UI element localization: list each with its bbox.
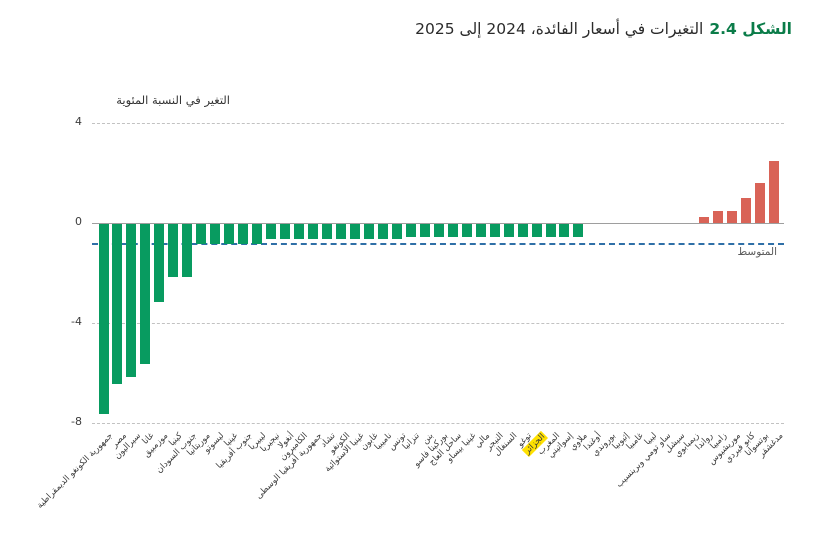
average-dashed-line xyxy=(92,243,784,245)
bar xyxy=(517,224,528,237)
bar xyxy=(559,224,570,237)
bar xyxy=(196,224,207,244)
bar xyxy=(713,210,724,223)
bar xyxy=(168,224,179,277)
bar xyxy=(154,224,165,302)
figure-title: الشكل 2.4 التغيرات في أسعار الفائدة، 2024… xyxy=(415,20,792,38)
bar xyxy=(727,210,738,223)
bar xyxy=(573,224,584,237)
bar xyxy=(238,224,249,244)
gridline xyxy=(92,123,784,124)
bar xyxy=(531,224,542,237)
bar xyxy=(294,224,305,239)
figure-title-text: التغيرات في أسعار الفائدة، 2024 إلى 2025 xyxy=(415,20,704,38)
bar xyxy=(489,224,500,237)
bar xyxy=(280,224,291,239)
gridline xyxy=(92,323,784,324)
y-axis-title: التغير في النسبة المئوية xyxy=(116,93,230,107)
bar xyxy=(377,224,388,239)
bar xyxy=(266,224,277,239)
bar xyxy=(224,224,235,244)
figure-number: الشكل 2.4 xyxy=(709,20,792,38)
bar xyxy=(461,224,472,237)
bar xyxy=(349,224,360,239)
average-line-label: المتوسط xyxy=(737,246,777,258)
x-axis-line xyxy=(92,223,784,224)
bar xyxy=(126,224,137,377)
bar xyxy=(475,224,486,237)
bar xyxy=(391,224,402,239)
bar xyxy=(363,224,374,239)
bar xyxy=(405,224,416,237)
bar xyxy=(308,224,319,239)
bar xyxy=(433,224,444,237)
bar xyxy=(98,224,109,414)
bar xyxy=(210,224,221,244)
bar xyxy=(140,224,151,364)
gridline xyxy=(92,423,784,424)
bar xyxy=(322,224,332,239)
bar xyxy=(503,224,514,237)
bar xyxy=(182,224,193,277)
bar xyxy=(699,216,710,223)
y-tick-label: 0 xyxy=(75,215,82,228)
bar xyxy=(335,224,346,239)
bar xyxy=(112,224,123,384)
y-tick-label: 4 xyxy=(75,115,82,128)
bar xyxy=(755,183,766,223)
bar xyxy=(769,160,779,223)
bar xyxy=(252,224,263,244)
bar xyxy=(447,224,458,237)
y-tick-label: -4 xyxy=(71,315,82,328)
bar xyxy=(419,224,430,237)
bar xyxy=(741,198,752,223)
bar xyxy=(545,224,556,237)
x-axis-label: جمهورية الكونغو الديمقراطية xyxy=(34,431,115,511)
y-tick-label: -8 xyxy=(71,415,82,428)
